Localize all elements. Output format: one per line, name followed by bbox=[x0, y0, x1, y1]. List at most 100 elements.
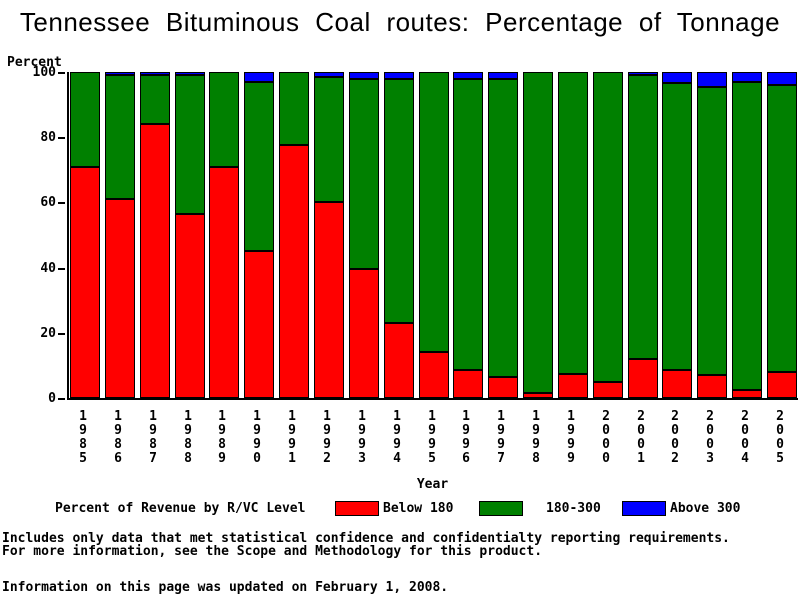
chart-title: Tennessee Bituminous Coal routes: Percen… bbox=[19, 7, 781, 37]
bar-segment bbox=[349, 72, 379, 79]
x-tick-label-2003: 2 0 0 3 bbox=[706, 409, 714, 466]
bar-segment bbox=[349, 78, 379, 270]
legend-swatch-above-300 bbox=[622, 501, 666, 516]
bar-segment bbox=[558, 72, 588, 374]
x-tick-label-2000: 2 0 0 0 bbox=[602, 409, 610, 466]
bar-1994 bbox=[384, 72, 414, 398]
x-tick-label-2005: 2 0 0 5 bbox=[776, 409, 784, 466]
plot-area bbox=[67, 72, 798, 400]
y-tick-label-80: 80 bbox=[40, 130, 56, 145]
legend-label-180-300: 180-300 bbox=[546, 501, 601, 516]
x-tick-label-1996: 1 9 9 6 bbox=[462, 409, 470, 466]
bar-segment bbox=[488, 78, 518, 377]
x-tick-label-1991: 1 9 9 1 bbox=[288, 409, 296, 466]
bar-segment bbox=[209, 166, 239, 398]
bar-1995 bbox=[419, 72, 449, 398]
bar-segment bbox=[175, 213, 205, 398]
bar-segment bbox=[488, 376, 518, 398]
bar-segment bbox=[767, 371, 797, 398]
footnote-updated: Information on this page was updated on … bbox=[2, 580, 449, 595]
bar-1998 bbox=[523, 72, 553, 398]
bar-segment bbox=[697, 72, 727, 87]
x-tick-label-1995: 1 9 9 5 bbox=[428, 409, 436, 466]
y-tick-label-20: 20 bbox=[40, 326, 56, 341]
bar-segment bbox=[628, 72, 658, 76]
bar-2000 bbox=[593, 72, 623, 398]
bar-1987 bbox=[140, 72, 170, 398]
bar-segment bbox=[767, 85, 797, 372]
bar-segment bbox=[523, 72, 553, 394]
bar-segment bbox=[732, 72, 762, 82]
bar-segment bbox=[140, 75, 170, 125]
bar-2002 bbox=[662, 72, 692, 398]
bar-segment bbox=[279, 72, 309, 146]
bar-2003 bbox=[697, 72, 727, 398]
bar-segment bbox=[314, 72, 344, 77]
y-tick bbox=[58, 137, 65, 139]
bar-segment bbox=[593, 381, 623, 398]
bar-segment bbox=[453, 78, 483, 371]
bar-1993 bbox=[349, 72, 379, 398]
bar-segment bbox=[662, 83, 692, 371]
x-tick-label-1994: 1 9 9 4 bbox=[393, 409, 401, 466]
legend-title: Percent of Revenue by R/VC Level bbox=[55, 501, 306, 516]
x-tick-label-1993: 1 9 9 3 bbox=[358, 409, 366, 466]
x-tick-label-1999: 1 9 9 9 bbox=[567, 409, 575, 466]
bar-segment bbox=[105, 75, 135, 200]
bar-2005 bbox=[767, 72, 797, 398]
bar-1997 bbox=[488, 72, 518, 398]
bar-segment bbox=[140, 124, 170, 398]
bar-segment bbox=[419, 72, 449, 353]
bar-segment bbox=[140, 72, 170, 76]
bar-segment bbox=[628, 75, 658, 359]
bar-segment bbox=[244, 81, 274, 252]
bar-1991 bbox=[279, 72, 309, 398]
bar-segment bbox=[732, 389, 762, 398]
bar-segment bbox=[244, 72, 274, 82]
x-tick-label-1986: 1 9 8 6 bbox=[114, 409, 122, 466]
bar-segment bbox=[662, 72, 692, 84]
bar-segment bbox=[419, 352, 449, 398]
y-axis-title: Percent bbox=[7, 55, 62, 70]
bar-2004 bbox=[732, 72, 762, 398]
x-axis-title: Year bbox=[416, 477, 449, 492]
bar-segment bbox=[384, 72, 414, 79]
bar-segment bbox=[279, 145, 309, 398]
legend-label-above-300: Above 300 bbox=[670, 501, 741, 516]
bar-segment bbox=[628, 358, 658, 398]
bar-1989 bbox=[209, 72, 239, 398]
bar-segment bbox=[70, 166, 100, 398]
bar-segment bbox=[175, 75, 205, 214]
bar-segment bbox=[697, 375, 727, 398]
legend-swatch-below-180 bbox=[335, 501, 379, 516]
bar-segment bbox=[523, 393, 553, 398]
footnote-line-2: For more information, see the Scope and … bbox=[2, 544, 543, 559]
footnote-line-1: Includes only data that met statistical … bbox=[2, 531, 730, 546]
bar-1999 bbox=[558, 72, 588, 398]
bar-1990 bbox=[244, 72, 274, 398]
y-tick-label-40: 40 bbox=[40, 261, 56, 276]
bar-segment bbox=[314, 76, 344, 203]
bar-segment bbox=[558, 373, 588, 398]
bar-2001 bbox=[628, 72, 658, 398]
bar-segment bbox=[209, 72, 239, 167]
y-tick-label-60: 60 bbox=[40, 195, 56, 210]
bar-segment bbox=[593, 72, 623, 382]
bar-segment bbox=[697, 86, 727, 376]
bar-segment bbox=[453, 72, 483, 79]
bar-segment bbox=[384, 323, 414, 398]
x-tick-label-1988: 1 9 8 8 bbox=[184, 409, 192, 466]
bar-segment bbox=[105, 199, 135, 398]
bar-1992 bbox=[314, 72, 344, 398]
x-tick-label-1987: 1 9 8 7 bbox=[149, 409, 157, 466]
bar-segment bbox=[767, 72, 797, 86]
bar-1988 bbox=[175, 72, 205, 398]
bar-segment bbox=[453, 370, 483, 398]
y-tick bbox=[58, 72, 65, 74]
x-tick-label-1985: 1 9 8 5 bbox=[79, 409, 87, 466]
x-tick-label-2002: 2 0 0 2 bbox=[671, 409, 679, 466]
bar-segment bbox=[70, 72, 100, 167]
x-tick-label-1990: 1 9 9 0 bbox=[253, 409, 261, 466]
bar-segment bbox=[488, 72, 518, 79]
y-tick bbox=[58, 333, 65, 335]
